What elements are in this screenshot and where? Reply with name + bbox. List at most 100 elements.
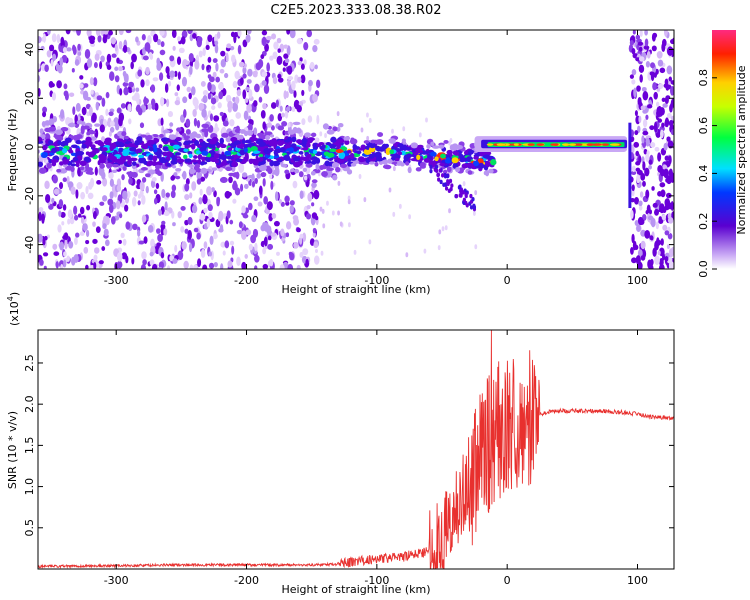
spectrogram-cell [220, 263, 224, 269]
spectrogram-cell [284, 195, 290, 203]
spectrogram-cell [258, 153, 264, 158]
spectrogram-cell [183, 154, 188, 159]
spectrogram-cell [164, 83, 169, 93]
spectrogram-cell [245, 86, 250, 92]
spectrogram-cell [592, 143, 602, 146]
spectrogram-cell [293, 217, 300, 226]
spectrogram-cell [253, 196, 259, 202]
spectrogram-cell [64, 232, 69, 240]
spectrogram-cell [405, 161, 410, 166]
spectrogram-cell [115, 159, 122, 163]
spectrogram-cell [319, 206, 323, 212]
spectrogram-cell [670, 177, 674, 183]
y-tick-label: 1.5 [23, 437, 36, 455]
spectrogram-cell [429, 164, 433, 170]
spectrogram-cell [472, 160, 480, 167]
spectrogram-cell [314, 249, 318, 254]
spectrogram-cell [198, 102, 205, 111]
spectrogram-cell [653, 91, 658, 100]
spectrogram-cell [108, 172, 114, 179]
spectrogram-cell [661, 214, 666, 221]
spectrogram-cell [91, 144, 96, 149]
spectrogram-cell [40, 134, 46, 139]
spectrogram-cell [80, 216, 85, 224]
spectrogram-cell [189, 168, 195, 175]
spectrogram-cell [92, 211, 97, 220]
spectrogram-cell [219, 176, 228, 184]
spectrogram-cell [42, 144, 48, 151]
spectrogram-cell [202, 90, 209, 96]
spectrogram-cell [59, 168, 68, 174]
spectrogram-cell [172, 222, 176, 227]
spectrogram-cell [41, 120, 46, 128]
spectrogram-cell [304, 132, 312, 138]
spectrogram-cell [496, 143, 506, 146]
spectrogram-cell [292, 121, 301, 126]
spectrogram-cell [316, 79, 321, 89]
spectrogram-cell [58, 199, 64, 208]
spectrogram-cell [310, 170, 316, 176]
spectrogram-cell [666, 136, 671, 142]
spectrogram-cell [82, 125, 90, 130]
spectrogram-cell [429, 151, 437, 157]
spectrogram-cell [135, 87, 140, 92]
spectrogram-cell [261, 30, 268, 36]
spectrogram-cell [319, 145, 324, 150]
spectrogram-cell [303, 175, 308, 181]
spectrogram-cell [83, 246, 89, 254]
spectrogram-cell [127, 103, 132, 112]
spectrogram-cell [43, 265, 47, 269]
spectrogram-cell [122, 166, 127, 171]
spectrogram-cell [38, 36, 42, 44]
spectrogram-cell [634, 244, 639, 250]
spectrogram-cell [202, 95, 208, 104]
spectrogram-cell [122, 151, 129, 157]
spectrogram-cell [266, 201, 273, 211]
spectrogram-cell [350, 137, 355, 142]
spectrogram-cell [263, 236, 268, 247]
spectrogram-cell [219, 111, 224, 117]
spectrogram-cell [644, 30, 648, 36]
spectrogram-cell [172, 45, 176, 51]
spectrogram-cell [586, 143, 595, 146]
spectrogram-cell [120, 103, 126, 109]
spectrogram-cell [219, 137, 225, 145]
spectrogram-cell [252, 228, 259, 238]
spectrogram-cell [38, 233, 43, 243]
spectrogram-cell [208, 251, 213, 257]
spectrogram-cell [284, 169, 290, 175]
spectrogram-cell [227, 106, 232, 113]
snr-y-label: SNR (10 * v/v) [6, 411, 19, 489]
y-tick-label: 40 [23, 43, 36, 57]
spectrogram-cell [114, 66, 119, 71]
spectrogram-cell [274, 191, 279, 202]
spectrogram-cell [61, 54, 68, 63]
spectrogram-cell [114, 43, 118, 52]
spectrogram-cell [331, 161, 340, 169]
spectrogram-cell [276, 251, 280, 256]
spectrogram-cell [115, 123, 120, 131]
spectrogram-cell [203, 207, 208, 214]
spectrogram-cell [221, 126, 227, 135]
spectrogram-cell [159, 49, 166, 56]
spectrogram-cell [239, 129, 247, 134]
spectrogram-cell [195, 168, 202, 173]
spectrogram-cell [407, 166, 412, 174]
spectrogram-cell [44, 64, 49, 73]
spectrogram-cell [43, 235, 48, 241]
spectrogram-cell [296, 227, 301, 233]
spectrogram-cell [210, 97, 217, 105]
spectrogram-cell [109, 126, 115, 133]
spectrogram-cell [311, 179, 318, 184]
spectrogram-cell [479, 150, 484, 157]
spectrogram-cell [667, 212, 672, 220]
spectrogram-cell [153, 33, 159, 43]
spectrogram-cell [652, 247, 657, 257]
spectrogram-cell [217, 102, 222, 109]
spectrogram-cell [662, 224, 668, 231]
spectrogram-cell [172, 144, 180, 150]
spectrogram-cell [129, 146, 137, 152]
spectrogram-cell [127, 173, 133, 178]
spectrogram-cell [95, 101, 99, 111]
spectrogram-cell [286, 30, 291, 35]
